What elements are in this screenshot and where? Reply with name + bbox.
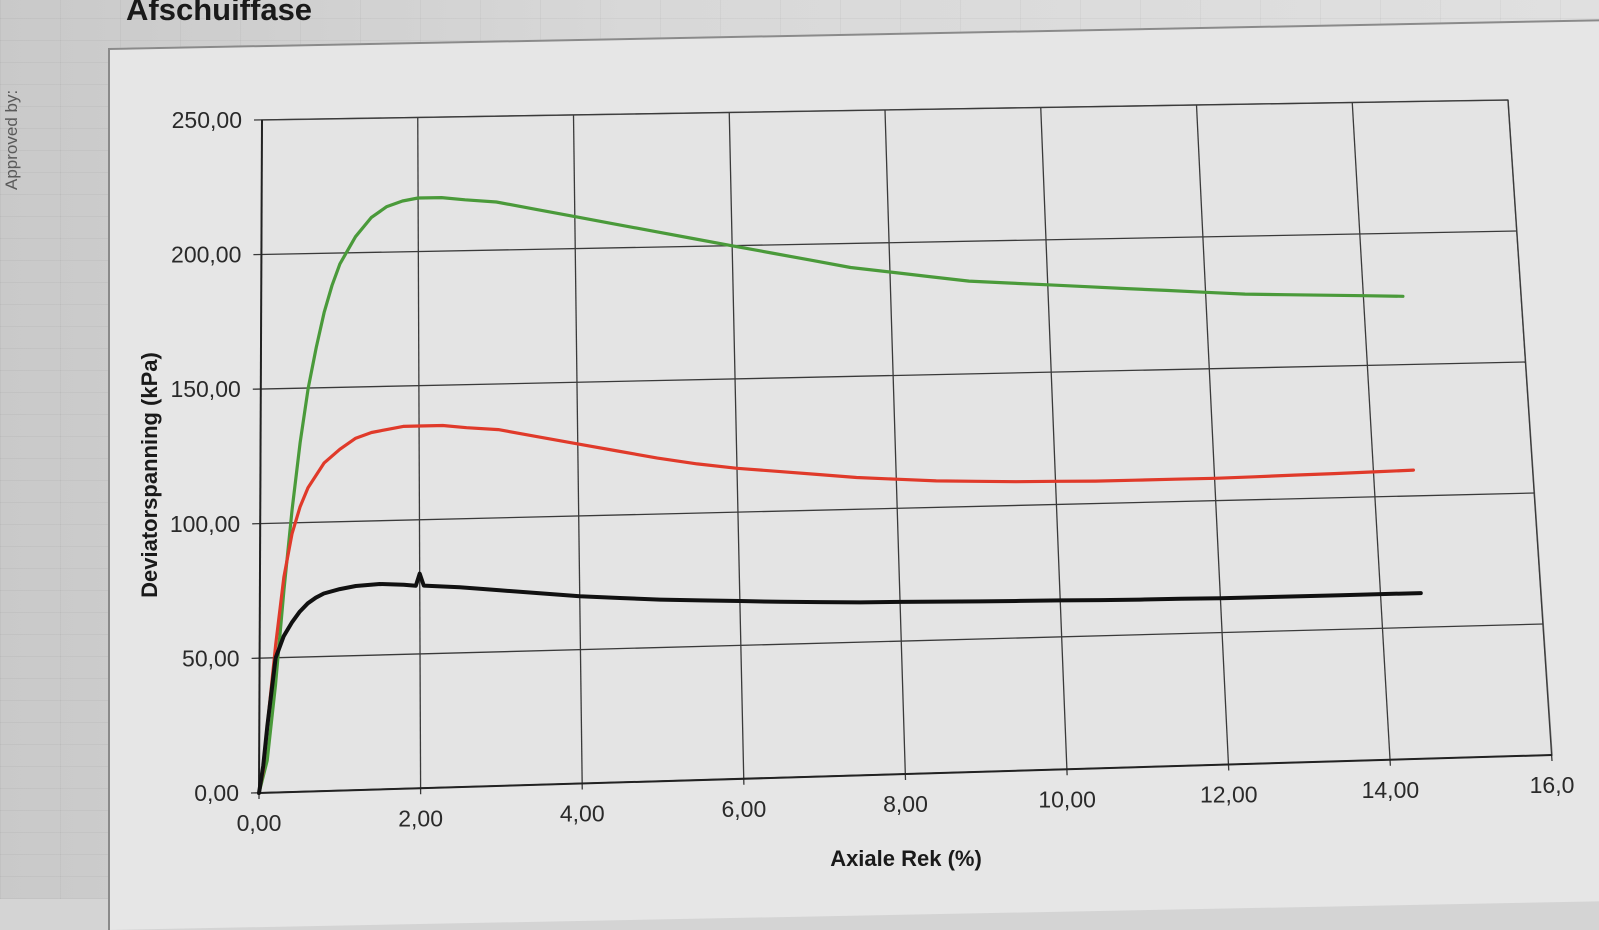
x-tick-label: 16,0 [1530, 772, 1575, 798]
x-gridline [1195, 104, 1230, 771]
x-axis [258, 754, 1553, 794]
y-tick-label: 100,00 [170, 511, 240, 537]
y-gridline [252, 492, 1535, 525]
x-axis-title: Axiale Rek (%) [830, 846, 982, 871]
y-tick-label: 250,00 [172, 107, 242, 133]
y-gridline [253, 230, 1517, 256]
y-axis [258, 119, 263, 794]
x-gridline [1351, 102, 1392, 766]
plot-layer: 0,00 50,00 100,00 150,00 200,00 250,00 0,00 2,0… [137, 99, 1575, 871]
series-line-3 [257, 571, 1423, 795]
x-tick-label: 4,00 [560, 801, 605, 827]
x-gridline [884, 109, 907, 781]
y-tick-label: 50,00 [182, 645, 240, 671]
x-tick-label: 12,00 [1200, 782, 1258, 808]
x-tick-label: 8,00 [883, 791, 928, 817]
y-tick-label: 0,00 [194, 780, 239, 806]
x-tick-label: 2,00 [398, 805, 443, 831]
x-gridline [728, 112, 745, 785]
chart: 0,00 50,00 100,00 150,00 200,00 250,00 0,00 2,0… [137, 99, 1575, 871]
y-gridline [252, 361, 1526, 390]
x-gridline [417, 117, 422, 795]
series-line-1 [257, 196, 1405, 795]
x-gridline [1507, 99, 1553, 762]
x-tick-label: 10,00 [1038, 786, 1096, 812]
x-gridline [572, 114, 583, 790]
y-gridline [251, 623, 1544, 660]
y-axis-title: Deviatorspanning (kPa) [137, 352, 162, 598]
y-tick-label: 200,00 [171, 242, 241, 268]
x-gridline [1040, 107, 1068, 776]
x-tick-label: 14,00 [1362, 777, 1420, 803]
section-title: Afschuiffase [126, 0, 313, 27]
x-tick-label: 6,00 [721, 796, 766, 822]
series-line-2 [257, 423, 1415, 795]
y-gridline [253, 99, 1509, 121]
y-tick-label: 150,00 [170, 376, 240, 402]
x-tick-label: 0,00 [237, 810, 282, 836]
